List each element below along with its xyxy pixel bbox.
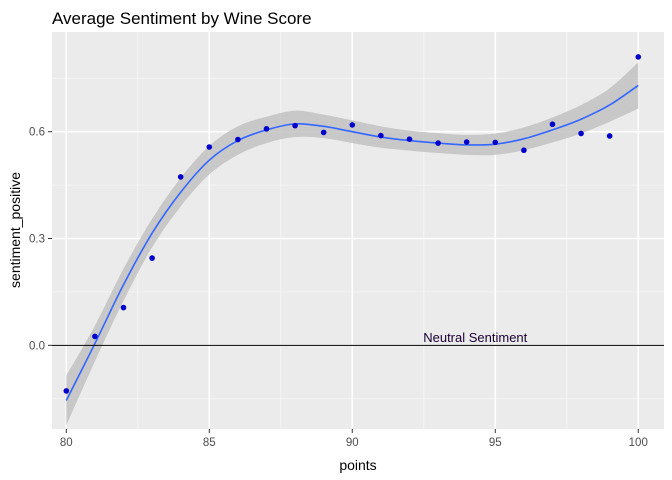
data-point <box>92 333 98 340</box>
y-tick-label: 0.0 <box>29 340 45 352</box>
grid-minor <box>52 32 664 429</box>
data-point <box>120 304 127 311</box>
data-point <box>378 132 384 139</box>
x-tick-label: 85 <box>203 437 216 449</box>
data-point <box>320 129 327 136</box>
data-point <box>63 388 70 394</box>
data-point <box>235 136 241 143</box>
data-point <box>177 174 184 180</box>
plot-panel <box>52 32 664 429</box>
annotation-label: Neutral Sentiment <box>423 330 527 345</box>
x-axis-ticks: 80 85 90 95 100 <box>60 429 648 449</box>
x-tick-label: 95 <box>489 437 502 449</box>
data-point <box>463 139 470 145</box>
annotation-layer: Neutral Sentiment <box>423 330 527 345</box>
data-point <box>435 140 441 146</box>
data-point <box>292 122 298 129</box>
confidence-band <box>66 62 639 426</box>
data-point <box>149 255 155 261</box>
data-point <box>606 133 613 139</box>
data-point <box>492 139 499 146</box>
x-tick-label: 80 <box>60 437 73 449</box>
x-tick-label: 100 <box>629 437 648 449</box>
data-point <box>635 54 642 60</box>
data-point <box>406 136 413 142</box>
y-tick-label: 0.3 <box>29 234 45 246</box>
points-layer <box>63 54 642 394</box>
data-point <box>578 130 584 137</box>
chart-title: Average Sentiment by Wine Score <box>52 9 312 28</box>
y-axis-ticks: 0.0 0.3 0.6 <box>29 127 52 352</box>
data-point <box>263 126 270 132</box>
data-point <box>349 122 356 128</box>
y-axis-title: sentiment_positive <box>7 172 23 288</box>
smooth-line-layer <box>65 84 639 401</box>
smooth-line <box>65 84 639 401</box>
data-point <box>206 144 213 150</box>
data-point <box>521 147 527 154</box>
data-point <box>549 121 556 128</box>
x-axis-title: points <box>339 457 376 473</box>
x-tick-label: 90 <box>346 437 359 449</box>
confidence-band-layer <box>66 62 639 426</box>
y-tick-label: 0.6 <box>29 127 45 139</box>
